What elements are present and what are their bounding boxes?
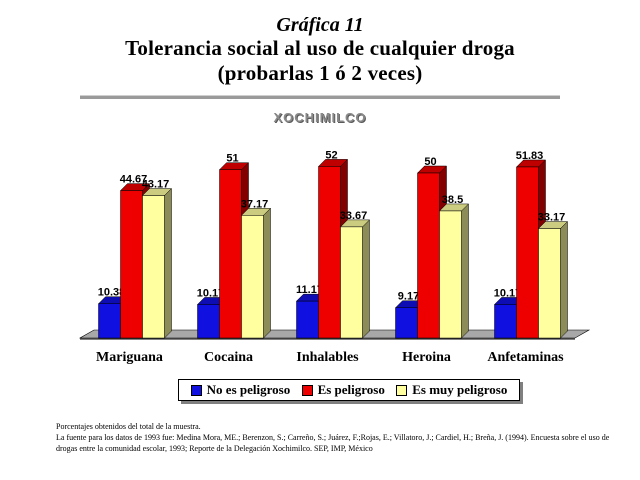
footnote-sample: Porcentajes obtenidos del total de la mu… [56, 422, 201, 431]
footnote-source: La fuente para los datos de 1993 fue: Me… [56, 433, 610, 453]
category-label: Inhalables [296, 350, 359, 365]
legend-item-muy-peligroso: Es muy peligroso [396, 382, 507, 398]
data-label: 51.83 [516, 150, 544, 162]
data-label: 10.17 [494, 287, 522, 299]
data-label: 11.17 [296, 284, 323, 296]
legend-swatch-yellow [396, 384, 408, 396]
bar [340, 226, 363, 339]
bar [98, 303, 121, 339]
data-label: 44.67 [120, 174, 148, 186]
bar [142, 195, 165, 339]
legend-swatch-red [301, 384, 313, 396]
bar [516, 166, 539, 339]
data-label: 37.17 [241, 198, 269, 210]
bar [197, 304, 220, 339]
bar [538, 228, 561, 339]
bar [439, 210, 462, 339]
bar [318, 166, 341, 339]
chart-number: Gráfica 11 [276, 14, 364, 36]
chart-title: XOCHIMILCO [273, 110, 367, 125]
legend-label: No es peligroso [206, 382, 291, 397]
main-title-line-1: Tolerancia social al uso de cualquier dr… [125, 36, 515, 60]
data-label: 51 [226, 153, 238, 165]
legend-item-no-peligroso: No es peligroso [190, 382, 291, 398]
data-label: 10.17 [197, 287, 225, 299]
data-label: 38.5 [442, 194, 463, 206]
category-label: Anfetaminas [487, 350, 564, 365]
bar [494, 304, 517, 339]
data-label: 9.17 [398, 291, 419, 303]
title-divider [80, 95, 560, 99]
data-label: 43.17 [142, 179, 170, 191]
footnotes: Porcentajes obtenidos del total de la mu… [56, 421, 626, 454]
bar [219, 169, 242, 339]
slide-heading: Gráfica 11 Tolerancia social al uso de c… [0, 14, 640, 86]
category-label: Heroina [402, 350, 451, 365]
bar-side [461, 203, 469, 339]
bar-side [164, 187, 172, 339]
bar-side [263, 207, 271, 339]
bar [395, 307, 418, 339]
data-label: 52 [325, 149, 337, 161]
data-label: 50 [424, 156, 436, 168]
category-label: Cocaina [204, 350, 253, 365]
legend-item-peligroso: Es peligroso [301, 382, 385, 398]
data-label: 33.67 [340, 210, 368, 222]
bar-side [560, 220, 568, 339]
data-label: 33.17 [538, 212, 566, 224]
bar [296, 300, 319, 339]
legend: No es peligroso Es peligroso Es muy peli… [178, 379, 520, 401]
legend-swatch-blue [190, 384, 202, 396]
data-label: 10.38 [98, 287, 126, 299]
category-label: Mariguana [96, 350, 163, 365]
legend-label: Es muy peligroso [412, 382, 508, 397]
bar [417, 172, 440, 339]
legend-label: Es peligroso [317, 382, 385, 397]
main-title-line-2: (probarlas 1 ó 2 veces) [217, 61, 423, 85]
bar [120, 190, 143, 339]
bar-side [362, 219, 370, 339]
bar [241, 215, 264, 339]
